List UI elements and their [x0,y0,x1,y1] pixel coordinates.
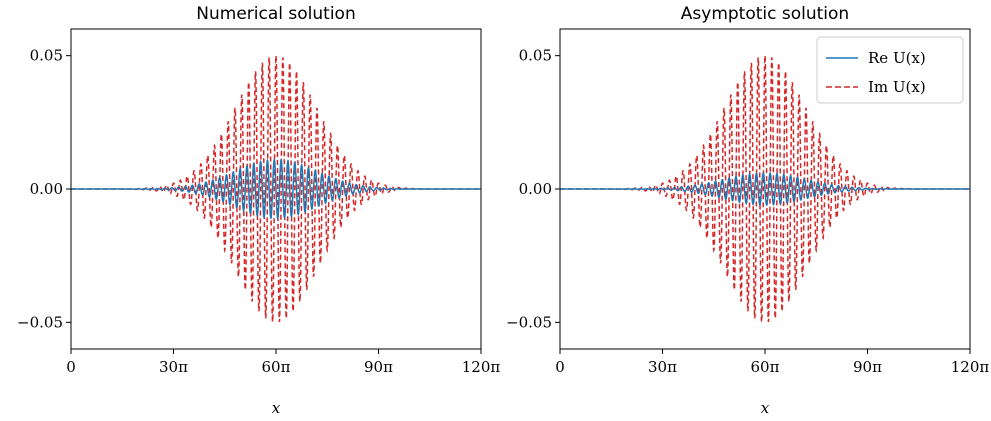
chart-title: Asymptotic solution [681,4,849,24]
plot-area [71,55,481,322]
x-axis-label: x [272,399,281,417]
legend-label-re: Re U(x) [868,49,926,67]
y-tick-label: 0.05 [519,47,552,65]
y-ticks: 0.05 0.00 −0.05 [17,47,71,331]
chart-title: Numerical solution [196,4,355,24]
x-tick-label: 120π [951,358,990,376]
x-tick-label: 30π [159,358,188,376]
x-tick-label: 30π [648,358,677,376]
x-tick-label: 0 [66,358,76,376]
y-ticks: 0.05 0.00 −0.05 [506,47,560,331]
y-tick-label: −0.05 [17,313,63,331]
x-tick-label: 90π [853,358,882,376]
panel-asymptotic: Asymptotic solution 0 30π 60π 90π 120π 0.050… [506,4,989,417]
plot-area [560,55,970,322]
series-line-re [71,157,481,221]
y-tick-label: 0.00 [519,180,552,198]
legend: Re U(x) Im U(x) [816,36,964,104]
legend-label-im: Im U(x) [868,78,926,96]
y-tick-label: 0.00 [30,180,63,198]
x-ticks: 0 30π 60π 90π 120π [66,349,500,376]
panel-numerical: Numerical solution 0 30π 60π 90π 120π 0.050.… [17,4,500,417]
x-axis-label: x [761,399,770,417]
x-ticks: 0 30π 60π 90π 120π [555,349,989,376]
series-line-re [560,171,970,207]
y-tick-label: 0.05 [30,47,63,65]
y-tick-label: −0.05 [506,313,552,331]
x-tick-label: 60π [262,358,291,376]
x-tick-label: 0 [555,358,565,376]
x-tick-label: 60π [751,358,780,376]
x-tick-label: 90π [364,358,393,376]
x-tick-label: 120π [462,358,501,376]
